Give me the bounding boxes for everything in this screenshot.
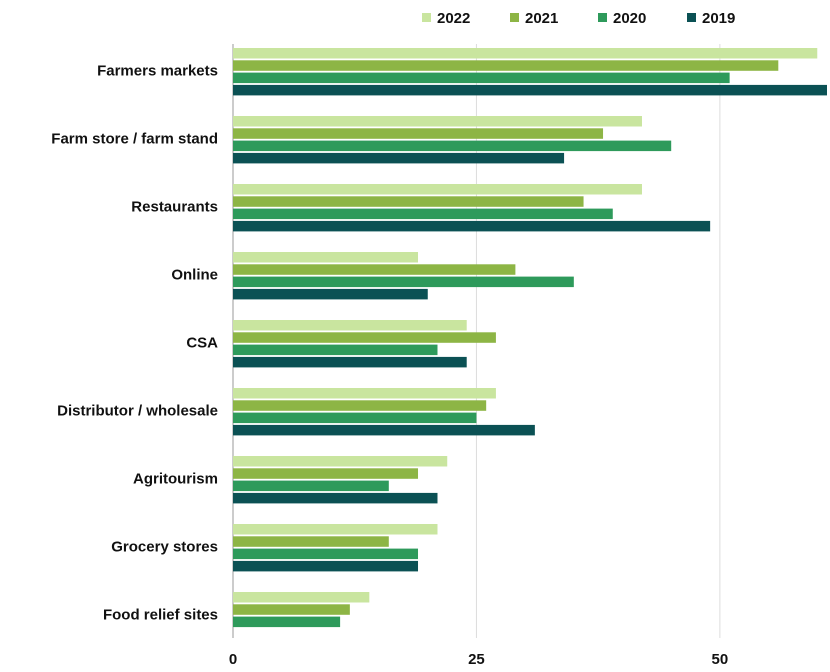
bar-grocery-stores-2019 — [233, 560, 419, 572]
category-label: Food relief sites — [103, 607, 218, 624]
bar-agritourism-2020 — [233, 480, 389, 492]
bar-agritourism-2022 — [233, 456, 448, 467]
bar-farmers-markets-2020 — [233, 72, 730, 84]
legend-swatch-2019 — [687, 13, 696, 22]
bar-distributor-wholesale-2022 — [233, 388, 496, 399]
category-label: Restaurants — [131, 199, 218, 216]
legend-label: 2021 — [525, 10, 558, 27]
category-label: CSA — [186, 335, 218, 352]
bar-grocery-stores-2022 — [233, 524, 438, 535]
bar-distributor-wholesale-2020 — [233, 412, 477, 424]
bar-restaurants-2022 — [233, 184, 642, 195]
bar-distributor-wholesale-2019 — [233, 424, 535, 436]
legend-swatch-2021 — [510, 13, 519, 22]
legend: 2022 2021 2020 2019 — [422, 10, 735, 27]
bar-csa-2022 — [233, 320, 467, 331]
category-label: Farmers markets — [97, 63, 218, 80]
bar-agritourism-2019 — [233, 492, 438, 504]
legend-label: 2022 — [437, 10, 470, 27]
bar-farmers-markets-2022 — [233, 48, 818, 59]
bar-farm-store-farm-stand-2021 — [233, 128, 604, 139]
bar-grocery-stores-2021 — [233, 536, 389, 547]
category-label: Agritourism — [133, 471, 218, 488]
bar-farm-store-farm-stand-2019 — [233, 152, 565, 164]
bar-online-2021 — [233, 264, 516, 275]
category-label: Farm store / farm stand — [51, 131, 218, 148]
bar-farmers-markets-2019 — [233, 84, 827, 96]
bar-distributor-wholesale-2021 — [233, 400, 487, 411]
x-tick-label: 50 — [712, 651, 729, 668]
bar-farmers-markets-2021 — [233, 60, 779, 71]
bar-restaurants-2019 — [233, 220, 711, 232]
category-label: Distributor / wholesale — [57, 403, 218, 420]
bar-csa-2019 — [233, 356, 467, 368]
x-tick-labels: 0 25 50 — [229, 651, 728, 668]
category-labels: Farmers markets Farm store / farm stand Re… — [51, 63, 218, 624]
bar-agritourism-2021 — [233, 468, 419, 479]
category-label: Online — [171, 267, 218, 284]
bar-csa-2021 — [233, 332, 496, 343]
bar-food-relief-sites-2020 — [233, 616, 341, 628]
bar-food-relief-sites-2022 — [233, 592, 370, 603]
bar-online-2022 — [233, 252, 419, 263]
bars — [233, 48, 827, 628]
legend-swatch-2022 — [422, 13, 431, 22]
bar-grocery-stores-2020 — [233, 548, 419, 560]
legend-label: 2019 — [702, 10, 735, 27]
bar-restaurants-2021 — [233, 196, 584, 207]
legend-label: 2020 — [613, 10, 646, 27]
bar-online-2019 — [233, 288, 428, 300]
legend-swatch-2020 — [598, 13, 607, 22]
category-label: Grocery stores — [111, 539, 218, 556]
bar-farm-store-farm-stand-2020 — [233, 140, 672, 152]
bar-farm-store-farm-stand-2022 — [233, 116, 642, 127]
bar-restaurants-2020 — [233, 208, 613, 220]
x-tick-label: 0 — [229, 651, 237, 668]
bar-food-relief-sites-2021 — [233, 604, 350, 615]
bar-online-2020 — [233, 276, 574, 288]
bar-csa-2020 — [233, 344, 438, 356]
x-tick-label: 25 — [468, 651, 485, 668]
